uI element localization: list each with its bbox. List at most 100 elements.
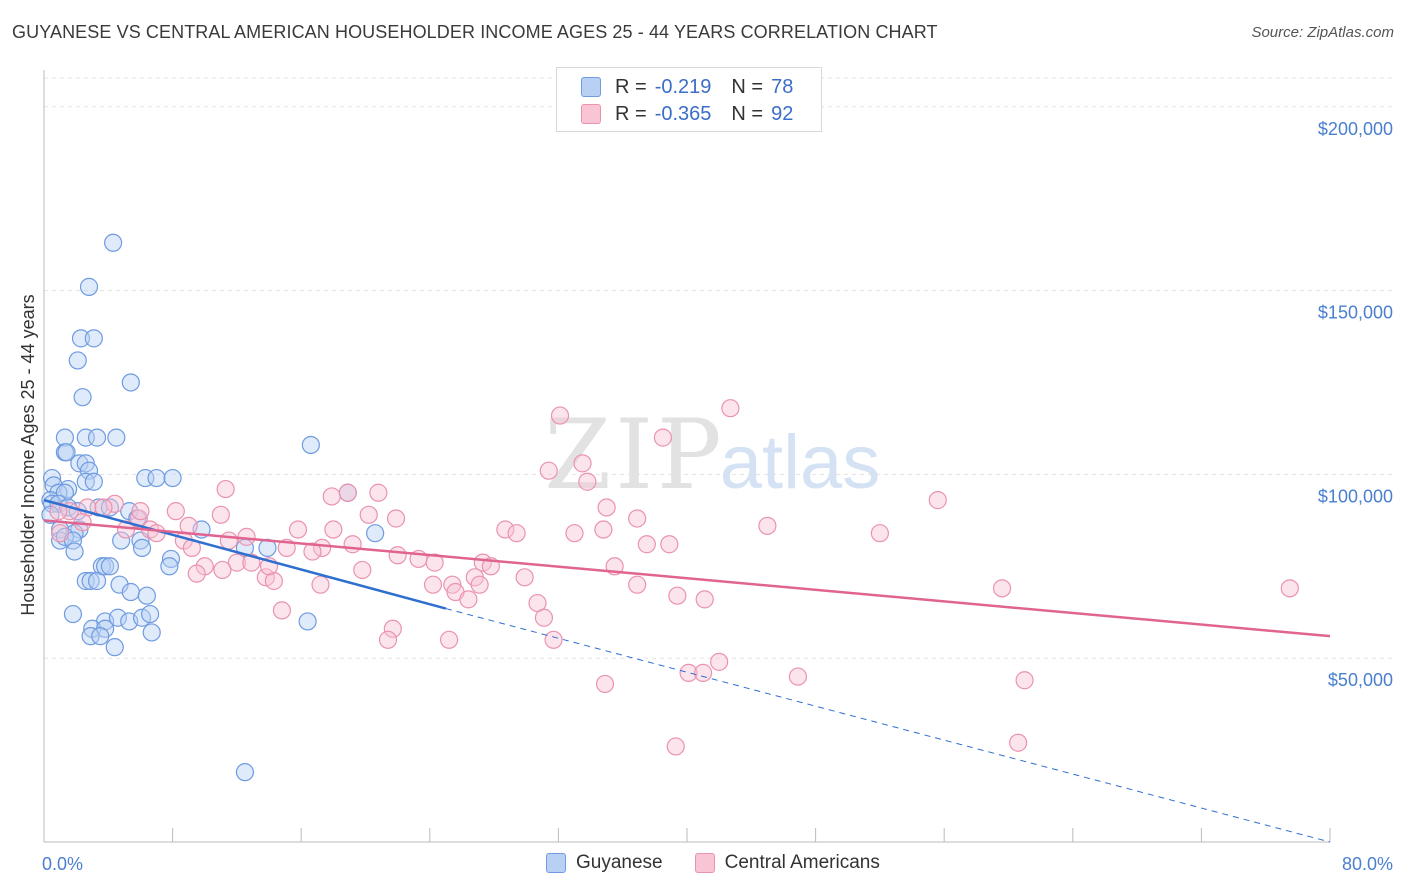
- bottom-legend-swatch-pink: [694, 853, 715, 873]
- central-americans-point: [219, 531, 238, 550]
- legend-row-central-americans: R = -0.365 N = 92: [581, 102, 793, 126]
- central-americans-point: [539, 461, 558, 480]
- legend-r-value: -0.365: [654, 102, 712, 125]
- guyanese-point: [68, 351, 87, 370]
- guyanese-point: [57, 443, 76, 462]
- grid-lines: [44, 77, 1395, 659]
- watermark-zip: ZIP: [544, 399, 725, 511]
- central-americans-point: [187, 564, 206, 583]
- guyanese-point: [81, 571, 100, 591]
- central-americans-point: [666, 737, 685, 756]
- central-americans-point: [166, 502, 185, 521]
- bottom-legend: Guyanese Central Americans: [546, 852, 912, 874]
- legend-n-value: 78: [771, 75, 794, 98]
- central-americans-point: [311, 575, 330, 594]
- legend-r-value: -0.219: [654, 75, 712, 98]
- central-americans-point: [928, 491, 947, 510]
- central-americans-point: [565, 524, 584, 543]
- legend-n-label: N =: [731, 102, 764, 125]
- central-americans-point: [710, 652, 729, 671]
- guyanese-point: [105, 638, 124, 657]
- central-americans-point: [637, 535, 656, 554]
- guyanese-point: [110, 575, 129, 594]
- central-americans-point: [507, 524, 526, 543]
- guyanese-point: [142, 623, 161, 642]
- guyanese-point: [366, 524, 385, 543]
- y-tick-label: $100,000: [1318, 486, 1393, 506]
- central-americans-point: [105, 494, 124, 513]
- guyanese-point: [160, 557, 179, 576]
- x-tick-label-max: 80.0%: [1342, 854, 1393, 874]
- central-americans-point: [383, 619, 402, 638]
- central-americans-point: [288, 520, 308, 539]
- bottom-legend-central-americans[interactable]: Central Americans: [694, 852, 880, 874]
- central-americans-point: [272, 601, 292, 620]
- central-americans-point: [369, 483, 388, 502]
- bottom-legend-label: Guyanese: [576, 852, 663, 873]
- guyanese-trend-line: [43, 498, 447, 610]
- guyanese-point: [161, 549, 181, 569]
- central-americans-point: [386, 509, 406, 528]
- central-americans-point: [573, 454, 592, 473]
- central-americans-point: [211, 505, 230, 524]
- legend-box: R = -0.219 N = 78 R = -0.365 N = 92: [556, 67, 822, 132]
- central-americans-point: [1015, 671, 1034, 690]
- central-americans-point: [594, 520, 613, 539]
- central-americans-point: [758, 516, 777, 535]
- guyanese-point: [100, 557, 120, 576]
- guyanese-point: [112, 531, 131, 550]
- legend-r-label: R =: [615, 75, 647, 98]
- central-americans-point: [721, 399, 740, 418]
- guyanese-point: [55, 428, 74, 447]
- guyanese-point: [301, 435, 320, 455]
- central-americans-point: [213, 560, 232, 580]
- legend-row-guyanese: R = -0.219 N = 78: [581, 75, 793, 99]
- central-americans-point: [227, 553, 246, 572]
- guyanese-point: [137, 586, 156, 605]
- y-tick-label: $50,000: [1328, 670, 1393, 690]
- central-americans-point: [550, 406, 570, 425]
- guyanese-point: [55, 483, 74, 502]
- central-americans-point: [425, 553, 444, 572]
- central-americans-point: [423, 575, 443, 594]
- central-americans-point: [544, 630, 563, 649]
- y-tick-label: $150,000: [1318, 303, 1393, 323]
- guyanese-point: [79, 461, 99, 480]
- chart-title: GUYANESE VS CENTRAL AMERICAN HOUSEHOLDER…: [12, 22, 938, 42]
- guyanese-point: [121, 582, 140, 602]
- central-americans-point: [660, 535, 679, 554]
- central-americans-point: [595, 674, 615, 694]
- central-americans-point: [693, 663, 713, 682]
- series-central-americans-points: [49, 399, 1299, 756]
- guyanese-point: [298, 612, 317, 631]
- guyanese-point: [121, 373, 140, 392]
- central-americans-point: [992, 579, 1012, 598]
- guyanese-point: [65, 542, 84, 561]
- bottom-legend-label: Central Americans: [724, 852, 880, 873]
- guyanese-point: [108, 608, 128, 627]
- central-americans-point: [470, 575, 489, 594]
- guyanese-point: [81, 627, 100, 646]
- central-americans-point: [1009, 733, 1028, 752]
- central-americans-point: [515, 568, 534, 587]
- central-americans-point: [534, 608, 554, 627]
- guyanese-point: [95, 557, 115, 576]
- watermark: ZIP atlas: [544, 399, 880, 511]
- x-tick-label-min: 0.0%: [42, 854, 83, 874]
- legend-swatch-pink: [581, 104, 601, 124]
- series-guyanese-points: [41, 233, 385, 782]
- central-americans-point: [343, 535, 362, 554]
- central-americans-point: [312, 538, 332, 558]
- central-americans-point: [378, 630, 398, 649]
- central-americans-point: [496, 520, 515, 539]
- central-americans-point: [338, 483, 357, 502]
- central-americans-point: [578, 472, 597, 491]
- central-americans-point: [303, 542, 322, 561]
- bottom-legend-guyanese[interactable]: Guyanese: [546, 852, 663, 874]
- central-americans-point: [679, 663, 698, 682]
- source-label: Source: ZipAtlas.com: [1251, 24, 1394, 41]
- guyanese-point: [87, 571, 107, 591]
- trend-lines: [43, 498, 1331, 843]
- guyanese-point: [63, 604, 83, 624]
